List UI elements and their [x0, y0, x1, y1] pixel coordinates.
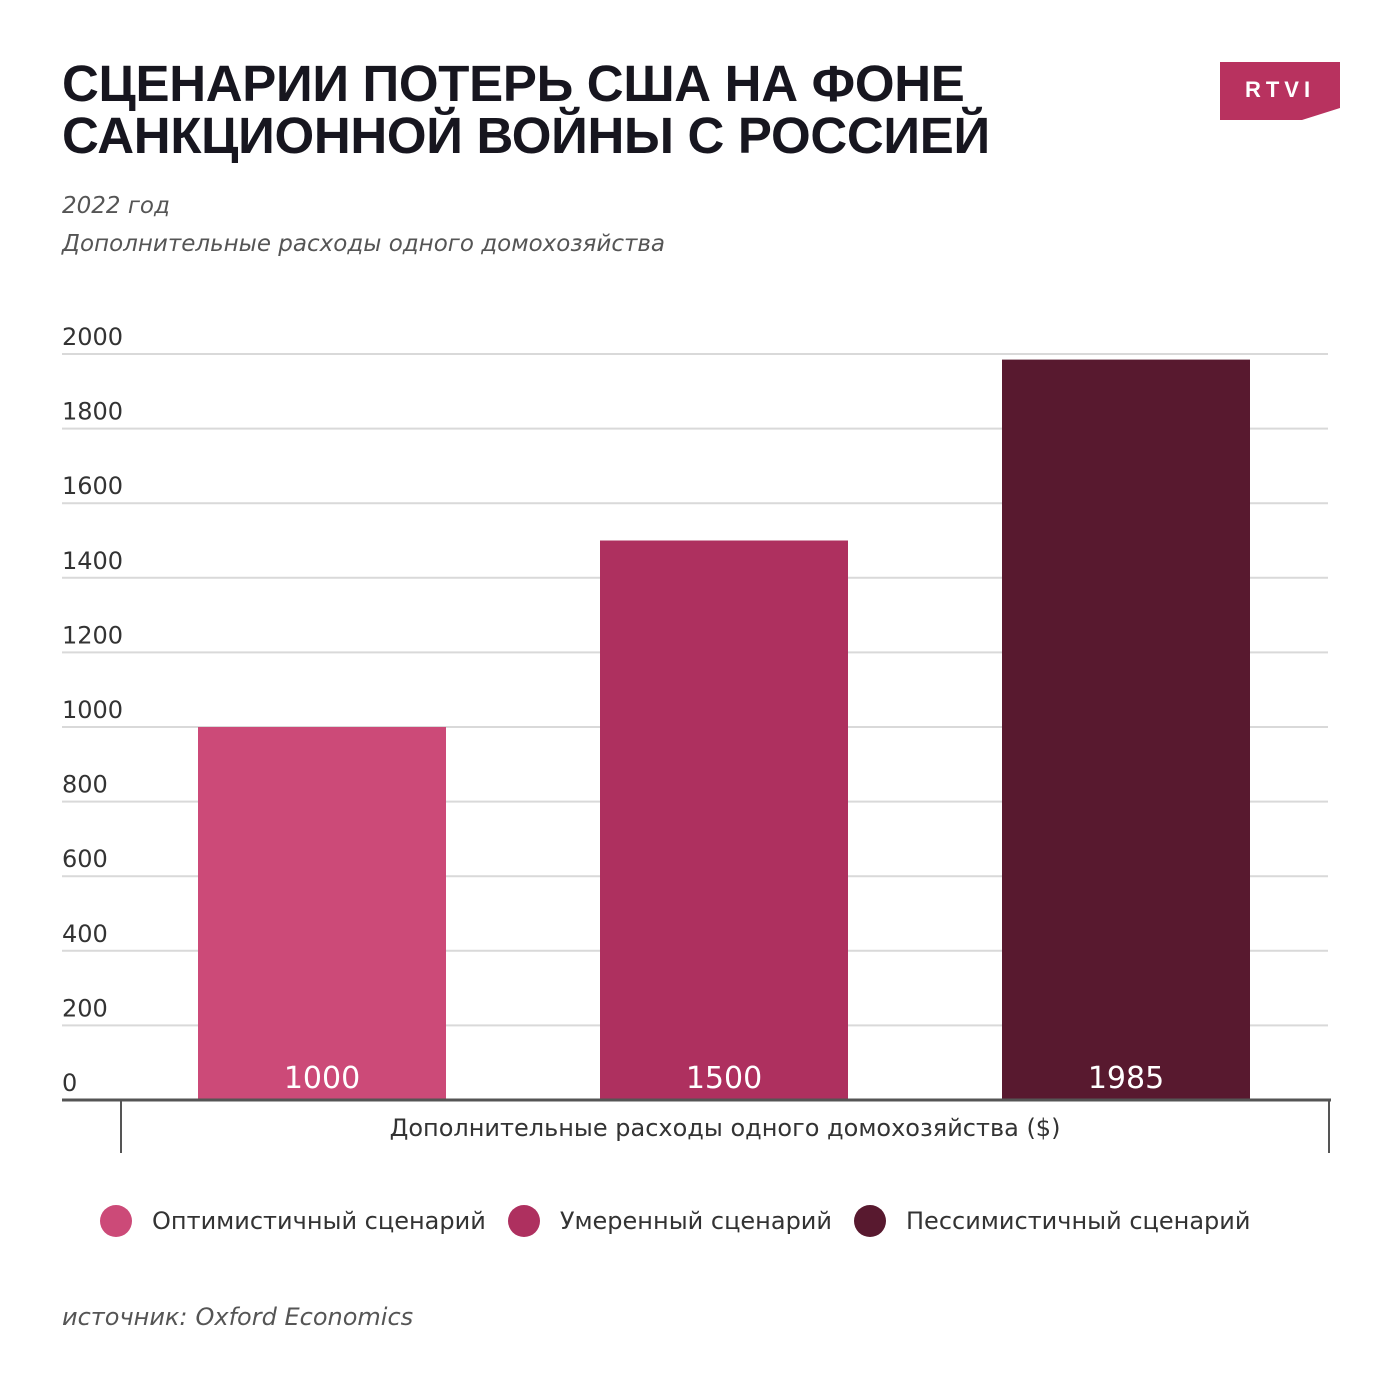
bar [198, 727, 446, 1100]
bar-data-label: 1000 [284, 1061, 360, 1096]
chart-title: СЦЕНАРИИ ПОТЕРЬ США НА ФОНЕ САНКЦИОННОЙ … [62, 58, 1142, 162]
y-tick-label: 600 [62, 845, 108, 873]
y-tick-label: 200 [62, 994, 108, 1022]
source-note: источник: Oxford Economics [62, 1303, 413, 1331]
y-tick-label: 0 [62, 1069, 77, 1097]
bar-data-label: 1985 [1088, 1061, 1164, 1096]
source-label: источник: [62, 1303, 188, 1331]
chart-title-line-1: СЦЕНАРИИ ПОТЕРЬ США НА ФОНЕ [62, 55, 965, 112]
bar [1002, 359, 1250, 1101]
legend-swatch [507, 1205, 540, 1237]
rtvi-logo: RTVI [1220, 62, 1340, 120]
bar [600, 540, 848, 1100]
legend-item: Пессимистичный сценарий [854, 1205, 1250, 1237]
legend-swatch [100, 1205, 132, 1237]
bar-chart: 0 200 400 600 800 1000 1200 1400 1600 1800 2000 100… [62, 323, 1331, 1153]
y-tick-label: 1600 [62, 472, 123, 500]
legend-label: Умеренный сценарий [559, 1207, 832, 1235]
y-tick-label: 1200 [62, 621, 123, 649]
chart-subtitle-year: 2022 год [62, 193, 170, 219]
y-tick-label: 1800 [62, 398, 123, 426]
x-axis-label: Дополнительные расходы одного домохозяйс… [390, 1114, 1061, 1142]
legend-item: Оптимистичный сценарий [100, 1205, 486, 1237]
y-tick-label: 400 [62, 920, 108, 948]
bar-data-label: 1500 [686, 1061, 762, 1096]
legend-label: Пессимистичный сценарий [906, 1207, 1251, 1235]
chart-legend: Оптимистичный сценарий Умеренный сценарий… [100, 1203, 1272, 1239]
chart-subtitle-measure: Дополнительные расходы одного домохозяйс… [62, 231, 666, 257]
y-tick-label: 1000 [62, 696, 123, 724]
rtvi-logo-text: RTVI [1244, 77, 1316, 102]
source-name: Oxford Economics [195, 1303, 414, 1331]
y-tick-label: 2000 [62, 323, 123, 351]
y-tick-label: 800 [62, 771, 108, 799]
legend-item: Умеренный сценарий [507, 1205, 832, 1237]
chart-title-line-2: САНКЦИОННОЙ ВОЙНЫ С РОССИЕЙ [62, 107, 990, 164]
legend-label: Оптимистичный сценарий [152, 1207, 486, 1235]
rtvi-logo-shape [1220, 62, 1340, 120]
legend-swatch [854, 1205, 886, 1237]
y-tick-label: 1400 [62, 547, 123, 575]
